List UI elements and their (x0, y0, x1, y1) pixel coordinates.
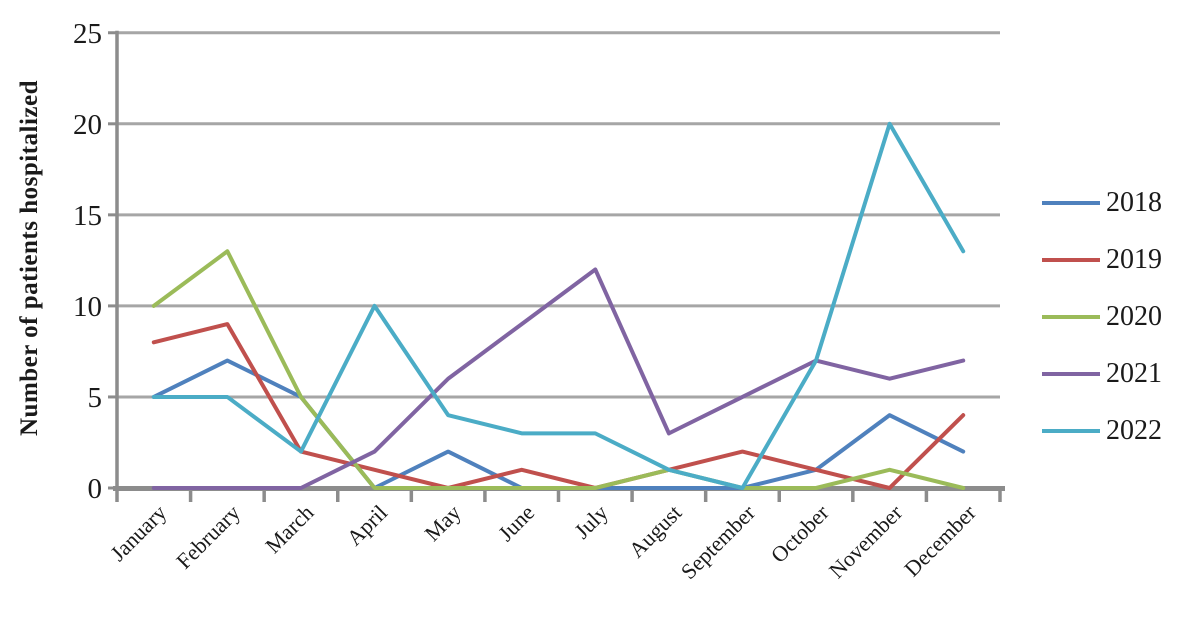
x-axis-label-november: November (824, 499, 908, 583)
y-tick-label-20: 20 (73, 109, 102, 141)
y-tick-label-25: 25 (73, 18, 102, 50)
legend-label-2021: 2021 (1106, 358, 1162, 389)
x-axis-label-june: June (493, 500, 539, 546)
series-line-2022 (151, 121, 966, 490)
chart-legend: 2018 2019 2020 2021 2022 (1042, 186, 1162, 471)
x-axis-label-january: January (105, 500, 171, 566)
x-axis-label-july: July (569, 500, 613, 544)
series-line-2020 (151, 249, 966, 490)
legend-label-2020: 2020 (1106, 301, 1162, 332)
legend-label-2022: 2022 (1106, 415, 1162, 446)
x-axis-label-december: December (899, 499, 981, 581)
x-axis-label-september: September (676, 499, 761, 584)
x-axis-label-april: April (342, 500, 393, 551)
y-tick-label-5: 5 (88, 382, 103, 414)
legend-item-2018: 2018 (1042, 186, 1162, 220)
legend-swatch-2022 (1042, 429, 1100, 433)
legend-item-2021: 2021 (1042, 357, 1162, 391)
y-tick-label-0: 0 (88, 473, 103, 505)
legend-label-2018: 2018 (1106, 187, 1162, 218)
x-axis-label-august: August (624, 500, 687, 563)
legend-label-2019: 2019 (1106, 244, 1162, 275)
legend-item-2020: 2020 (1042, 300, 1162, 334)
x-axis-label-may: May (419, 500, 465, 546)
legend-swatch-2018 (1042, 201, 1100, 205)
y-tick-label-15: 15 (73, 200, 102, 232)
legend-swatch-2019 (1042, 258, 1100, 262)
x-axis-label-october: October (766, 499, 834, 567)
x-axis-label-march: March (260, 500, 318, 558)
series-line-2019 (151, 322, 966, 490)
legend-swatch-2020 (1042, 315, 1100, 319)
legend-item-2019: 2019 (1042, 243, 1162, 277)
series-line-2018 (151, 358, 966, 490)
y-tick-label-10: 10 (73, 291, 102, 323)
legend-swatch-2021 (1042, 372, 1100, 376)
legend-item-2022: 2022 (1042, 414, 1162, 448)
series-line-2021 (151, 267, 966, 490)
x-axis-label-february: February (171, 500, 245, 574)
